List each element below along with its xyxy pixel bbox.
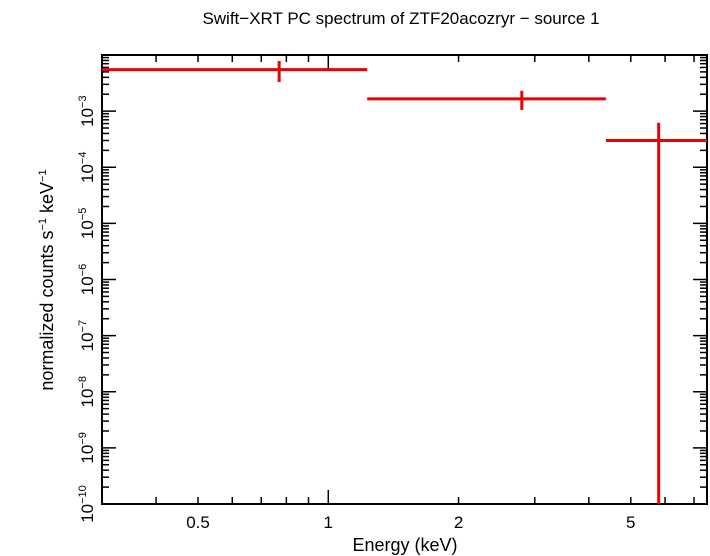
axis-ticks <box>101 54 707 505</box>
y-tick-label-exp: −8 <box>77 376 89 389</box>
x-tick-label: 2 <box>454 513 463 532</box>
y-axis-label-base: normalized counts s <box>37 231 57 391</box>
chart-title: Swift−XRT PC spectrum of ZTF20acozryr − … <box>202 9 599 28</box>
y-tick-label-base: 10 <box>78 164 97 183</box>
y-tick-label: 10−8 <box>77 376 97 407</box>
y-tick-label-exp: −5 <box>77 208 89 221</box>
y-tick-label-exp: −4 <box>77 152 89 165</box>
y-tick-label-exp: −6 <box>77 264 89 277</box>
y-tick-label-base: 10 <box>78 389 97 408</box>
x-tick-label: 0.5 <box>186 513 210 532</box>
y-tick-label-exp: −7 <box>77 320 89 333</box>
y-tick-label-base: 10 <box>78 276 97 295</box>
x-tick-labels: 0.5 1 2 5 <box>186 513 635 532</box>
y-tick-label: 10−5 <box>77 208 97 239</box>
y-axis-label-sup2: −1 <box>37 169 49 182</box>
y-tick-label: 10−4 <box>77 152 97 183</box>
data-point <box>102 61 368 83</box>
y-tick-label: 10−10 <box>77 485 97 523</box>
y-tick-label-base: 10 <box>78 332 97 351</box>
y-axis-label-sup1: −1 <box>37 218 49 231</box>
y-tick-label-base: 10 <box>78 504 97 523</box>
y-tick-label: 10−3 <box>77 95 97 126</box>
x-axis-label: Energy (keV) <box>352 535 457 555</box>
y-tick-label-base: 10 <box>78 445 97 464</box>
y-tick-label-exp: −3 <box>77 95 89 108</box>
y-tick-label-base: 10 <box>78 220 97 239</box>
y-tick-label: 10−9 <box>77 432 97 463</box>
y-axis-label-mid: keV <box>37 182 57 218</box>
data-series <box>102 61 707 504</box>
y-tick-label: 10−7 <box>77 320 97 351</box>
y-tick-label-exp: −9 <box>77 432 89 445</box>
data-point <box>367 90 606 110</box>
x-tick-label: 5 <box>626 513 635 532</box>
y-tick-label-exp: −10 <box>77 485 89 504</box>
y-tick-label: 10−6 <box>77 264 97 295</box>
x-tick-label: 1 <box>324 513 333 532</box>
y-axis-label: normalized counts s−1 keV−1 <box>37 169 57 390</box>
y-tick-label-base: 10 <box>78 108 97 127</box>
data-point <box>605 122 707 504</box>
plot-frame <box>101 54 708 505</box>
